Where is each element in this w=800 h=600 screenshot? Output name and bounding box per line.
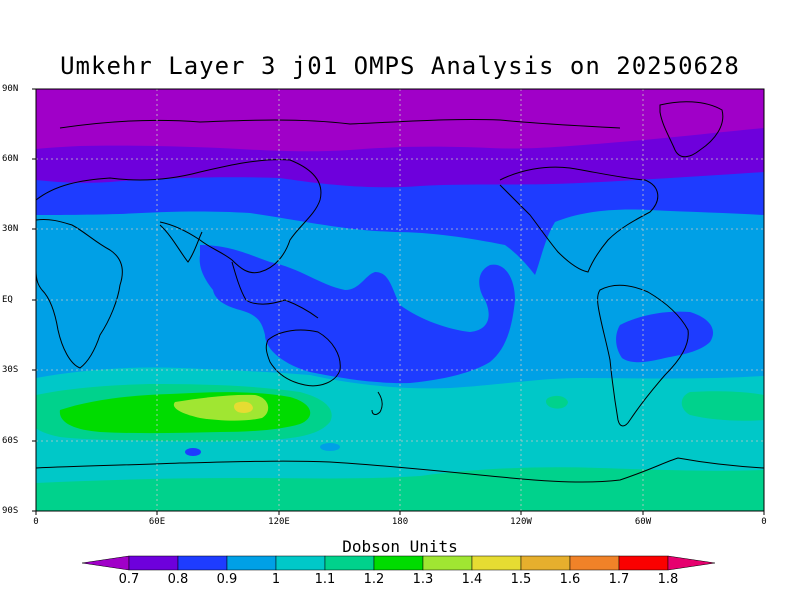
colorbar-label: 0.7 [118,572,140,587]
colorbar-segment [422,555,473,571]
field-band-0-9-samerica [616,311,714,363]
coast-africa [36,219,123,369]
colorbar-segment [275,555,326,571]
colorbar-segment [520,555,571,571]
colorbar-arrow-low [81,555,130,571]
lat-tick-60n: 60N [2,154,19,164]
lat-tick-30n: 30N [2,224,19,234]
field-spot-0-9-a [185,448,201,456]
colorbar-label: 1.6 [559,572,581,587]
colorbar-label: 1.7 [608,572,630,587]
colorbar-segment [569,555,620,571]
lon-tick-60w: 60W [634,517,652,527]
field-band-1-5 [233,401,253,413]
colorbar-segment [618,555,669,571]
coast-antarctica [36,457,764,483]
colorbar-segment [373,555,424,571]
lon-tick-0-left: 0 [33,517,39,527]
lon-tick-0-right: 0 [761,517,767,527]
tick-marks [32,88,765,515]
colorbar-label: 0.8 [167,572,189,587]
colorbar-label: 1.8 [657,572,679,587]
coast-arctic [59,118,621,129]
colorbar-arrow-high [667,555,716,571]
coast-india [159,224,203,263]
lat-tick-30s: 30S [2,365,19,375]
colorbar-segment [128,555,179,571]
colorbar-label: 1.1 [314,572,336,587]
coast-europe-asia [36,159,322,274]
colorbar-label: 1.2 [363,572,385,587]
colorbar-label: 1 [271,572,281,587]
colorbar-segment [471,555,522,571]
coast-newzealand [371,391,383,415]
lon-tick-120e: 120E [268,517,290,527]
graticule [36,89,764,511]
lon-tick-120w: 120W [510,517,532,527]
coast-greenland [659,101,724,158]
coast-north-america [499,166,659,273]
lon-tick-60e: 60E [148,517,166,527]
field-band-0-9-tropical [199,245,515,384]
lat-tick-eq: EQ [2,295,13,305]
coast-south-america [597,284,689,427]
colorbar-segment [177,555,228,571]
colorbar-segment [324,555,375,571]
map-title: Umkehr Layer 3 j01 OMPS Analysis on 2025… [60,52,740,80]
colorbar-segment [226,555,277,571]
field-band-1-2-spot [545,395,568,409]
coast-australia [265,329,341,387]
field-spot-1-0-a [320,443,340,451]
coastlines [36,101,764,483]
colorbar [81,555,716,571]
contour-fields [36,89,764,511]
lon-tick-180: 180 [391,517,409,527]
colorbar-label: 1.3 [412,572,434,587]
field-band-1-2-atlantic [681,391,764,421]
colorbar-title: Dobson Units [342,537,458,556]
field-band-1-4 [173,394,269,421]
colorbar-label: 1.4 [461,572,483,587]
lat-tick-60s: 60S [2,436,19,446]
colorbar-label: 0.9 [216,572,238,587]
lat-tick-90n: 90N [2,84,19,94]
lat-tick-90s: 90S [2,506,19,516]
coast-seasia [231,261,319,319]
colorbar-label: 1.5 [510,572,532,587]
